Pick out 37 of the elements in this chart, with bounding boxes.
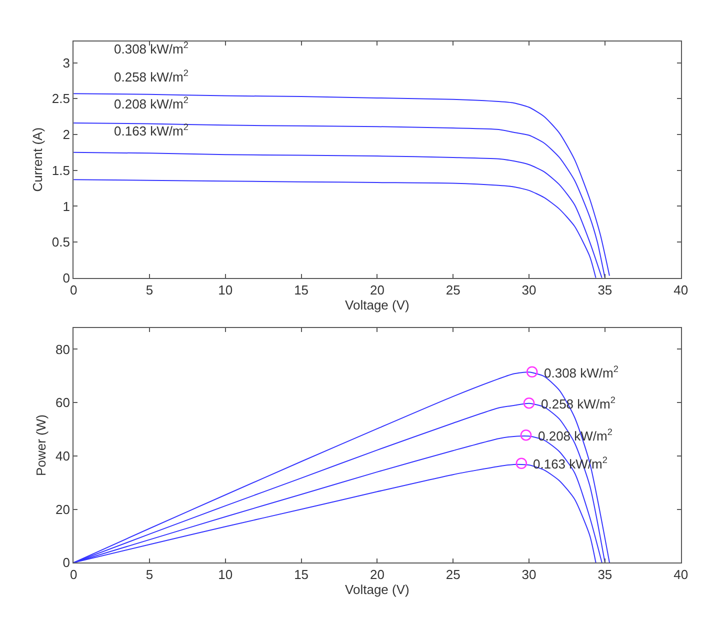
x-tick-label: 5 <box>146 567 154 582</box>
y-axis-title: Power (W) <box>33 414 48 476</box>
y-tick-label: 2.5 <box>52 91 70 106</box>
y-tick-label: 3 <box>62 55 70 70</box>
y-tick-label: 20 <box>56 502 70 517</box>
x-tick-label: 30 <box>522 282 536 298</box>
x-tick-label: 10 <box>218 567 233 582</box>
y-tick-label: 0 <box>62 270 70 286</box>
x-tick-label: 10 <box>218 282 233 298</box>
x-axis-title: Voltage (V) <box>345 582 410 598</box>
annotation: 0.258 kW/m$^{2}$ <box>114 68 188 84</box>
y-tick-label: 1.5 <box>52 162 70 178</box>
x-tick-label: 35 <box>598 567 612 582</box>
y-tick-label: 60 <box>56 395 70 410</box>
annotation: 0.308 kW/m$^{2}$ <box>544 364 618 380</box>
x-tick-label: 20 <box>370 567 384 582</box>
annotation: 0.308 kW/m$^{2}$ <box>114 40 188 56</box>
x-tick-label: 5 <box>146 282 154 298</box>
x-tick-label: 15 <box>294 282 309 298</box>
x-tick-label: 25 <box>446 282 460 298</box>
x-tick-label: 20 <box>370 282 384 298</box>
y-tick-label: 2 <box>62 127 70 142</box>
y-axis-title: Current (A) <box>30 127 45 192</box>
x-tick-label: 30 <box>522 567 536 582</box>
x-tick-label: 35 <box>598 282 612 298</box>
y-tick-label: 0 <box>62 555 70 570</box>
x-tick-label: 15 <box>294 567 309 582</box>
x-tick-label: 25 <box>446 567 460 582</box>
y-tick-label: 1 <box>62 198 70 214</box>
y-tick-label: 40 <box>56 448 70 464</box>
annotation: 0.163 kW/m$^{2}$ <box>114 122 188 138</box>
y-tick-label: 0.5 <box>52 234 70 250</box>
y-tick-label: 80 <box>56 342 70 357</box>
annotation: 0.208 kW/m$^{2}$ <box>114 95 188 112</box>
x-tick-label: 40 <box>674 282 688 298</box>
x-tick-label: 40 <box>674 567 688 582</box>
x-axis-title: Voltage (V) <box>345 297 410 312</box>
